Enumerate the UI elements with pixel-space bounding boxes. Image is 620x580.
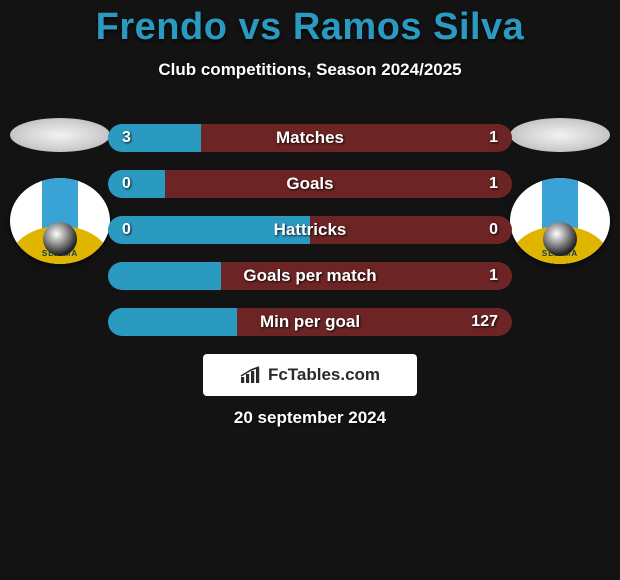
player-right-column: SLIEMA [510,118,610,264]
date-text: 20 september 2024 [0,408,620,428]
brand-text: FcTables.com [268,365,380,385]
stat-value-right: 1 [489,262,498,290]
stat-value-right: 1 [489,170,498,198]
stat-value-left: 0 [122,216,131,244]
stat-bar-list: Matches31Goals01Hattricks00Goals per mat… [108,124,512,354]
stat-label: Matches [108,124,512,152]
stat-label: Min per goal [108,308,512,336]
comparison-infographic: Frendo vs Ramos Silva Club competitions,… [0,0,620,580]
stat-label: Hattricks [108,216,512,244]
player-left-column: SLIEMA [10,118,110,264]
player-left-avatar-placeholder [10,118,110,152]
stat-row: Matches3 1 [108,124,512,152]
stat-row: Hattricks0 0 [108,216,512,244]
stat-value-left: 3 [122,124,131,152]
stat-value-right: 0 [489,216,498,244]
stat-label: Goals [108,170,512,198]
stat-row: Min per goal127 [108,308,512,336]
stat-value-left: 0 [122,170,131,198]
stat-value-right: 127 [471,308,498,336]
headline-title: Frendo vs Ramos Silva [0,0,620,49]
player-left-club-badge: SLIEMA [10,178,110,264]
stat-row: Goals0 1 [108,170,512,198]
player-right-avatar-placeholder [510,118,610,152]
player-right-club-badge: SLIEMA [510,178,610,264]
stat-value-right: 1 [489,124,498,152]
brand-badge: FcTables.com [203,354,417,396]
stat-label: Goals per match [108,262,512,290]
subtitle: Club competitions, Season 2024/2025 [0,60,620,80]
brand-chart-icon [240,366,262,384]
stat-row: Goals per match1 [108,262,512,290]
